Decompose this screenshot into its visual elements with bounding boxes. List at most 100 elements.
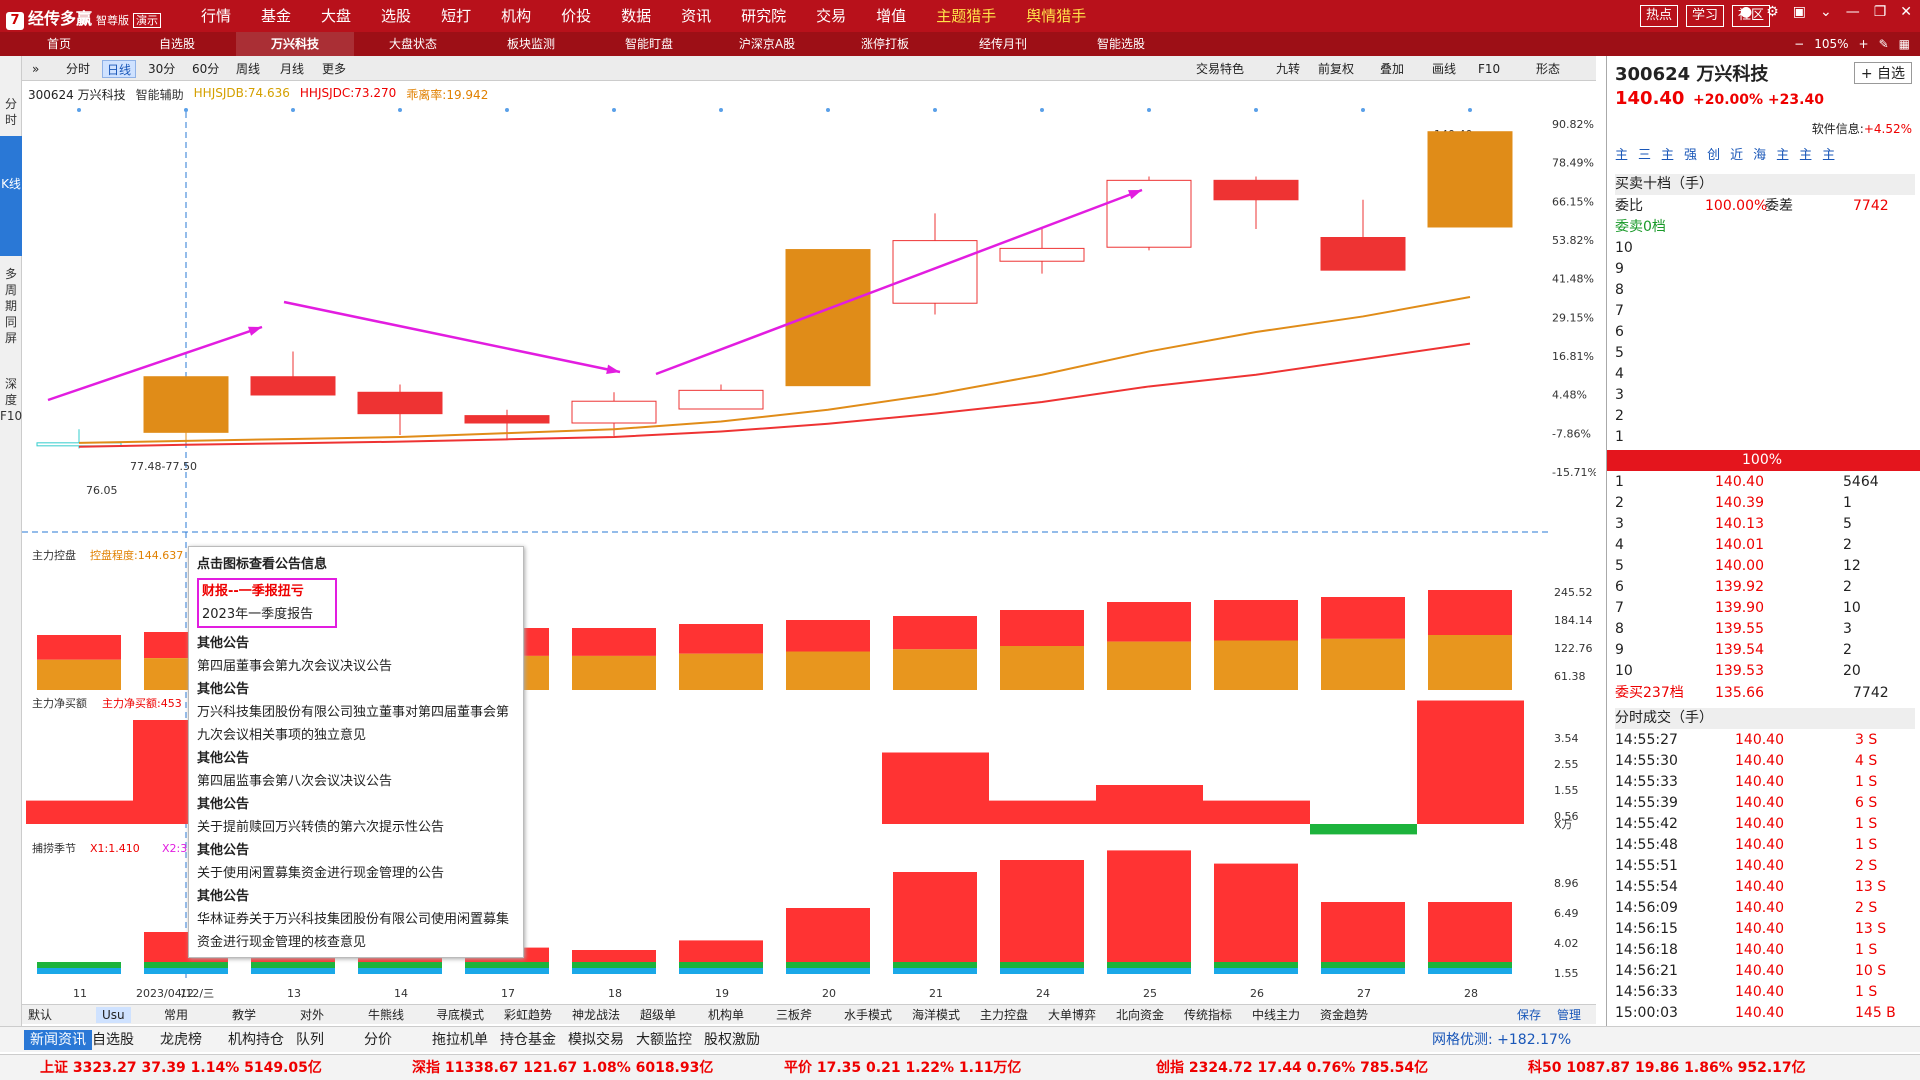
- hot-button[interactable]: 热点: [1639, 5, 1678, 27]
- menu-item[interactable]: 主题猎手: [936, 7, 997, 25]
- period-more[interactable]: 更多: [322, 62, 347, 76]
- expand-icon[interactable]: »: [32, 62, 40, 76]
- menu-item[interactable]: 资讯: [681, 7, 712, 25]
- news-tab[interactable]: 持仓基金: [500, 1032, 556, 1048]
- menu-item[interactable]: 选股: [381, 7, 412, 25]
- add-watch-button[interactable]: + 自选: [1853, 62, 1912, 84]
- indicator-action[interactable]: 管理: [1557, 1008, 1582, 1022]
- indicator-tab[interactable]: 传统指标: [1184, 1008, 1233, 1022]
- candle-body[interactable]: [357, 391, 443, 415]
- mini-tab[interactable]: 三: [1638, 148, 1652, 163]
- menu-item[interactable]: 舆情猎手: [1026, 7, 1087, 25]
- indicator-tab[interactable]: 大单博弈: [1048, 1008, 1097, 1022]
- news-tab[interactable]: 机构持仓: [228, 1032, 284, 1048]
- indicator-tab[interactable]: 中线主力: [1252, 1008, 1301, 1022]
- community-button[interactable]: 社区: [1731, 5, 1770, 27]
- indicator-tab[interactable]: 北向资金: [1116, 1008, 1165, 1022]
- mini-tab[interactable]: 主: [1822, 148, 1836, 163]
- menu-item[interactable]: 数据: [621, 7, 652, 25]
- tooltip-item[interactable]: 其他公告 华林证券关于万兴科技集团股份有限公司使用闲置募集资金进行现金管理的核查意…: [197, 889, 510, 950]
- menu-item[interactable]: 研究院: [741, 7, 787, 25]
- tooltip-item[interactable]: 其他公告 第四届董事会第九次会议决议公告: [197, 636, 393, 674]
- candle-body[interactable]: [464, 415, 550, 424]
- mini-tab[interactable]: 主: [1799, 148, 1813, 163]
- news-tab[interactable]: 股权激励: [704, 1032, 760, 1048]
- nav-kline[interactable]: K线: [0, 136, 22, 256]
- tooltip-item[interactable]: 其他公告 关于提前赎回万兴转债的第六次提示性公告: [197, 797, 445, 835]
- menu-item[interactable]: 增值: [876, 7, 907, 25]
- menu-item[interactable]: 机构: [501, 7, 532, 25]
- indicator-tab[interactable]: 教学: [232, 1008, 257, 1022]
- candle-body[interactable]: [1106, 179, 1192, 248]
- indicator-tab[interactable]: 寻底模式: [436, 1008, 485, 1022]
- indicator-tab[interactable]: 对外: [300, 1008, 325, 1022]
- menu-item[interactable]: 短打: [441, 7, 472, 25]
- gear-icon[interactable]: ⚙: [1766, 4, 1779, 20]
- tab-market-status[interactable]: 大盘状态: [388, 37, 437, 51]
- indicator-tab[interactable]: 默认: [28, 1008, 53, 1022]
- tool-f10[interactable]: F10: [1478, 62, 1501, 76]
- indicator-tab[interactable]: 三板斧: [776, 1008, 813, 1022]
- candle-body[interactable]: [892, 240, 978, 304]
- indicator-tab[interactable]: 神龙战法: [572, 1008, 621, 1022]
- tile-icon[interactable]: ▦: [1898, 37, 1910, 51]
- index-item[interactable]: 科50 1087.87 19.86 1.86% 952.17亿: [1528, 1060, 1806, 1076]
- period-60m[interactable]: 60分: [192, 62, 220, 76]
- assist-toggle[interactable]: 智能辅助: [135, 88, 184, 102]
- tool-pattern[interactable]: 形态: [1536, 62, 1561, 76]
- news-tab[interactable]: 队列: [296, 1032, 324, 1048]
- mini-tab[interactable]: 主: [1615, 148, 1629, 163]
- candle-body[interactable]: [1427, 131, 1513, 228]
- news-tab[interactable]: 大额监控: [636, 1032, 692, 1048]
- indicator-tab[interactable]: 海洋模式: [912, 1008, 961, 1022]
- menu-item[interactable]: 价投: [561, 7, 592, 25]
- tool-overlay[interactable]: 叠加: [1380, 62, 1405, 76]
- zoom-in-icon[interactable]: +: [1858, 37, 1869, 51]
- tooltip-item[interactable]: 其他公告 第四届监事会第八次会议决议公告: [197, 751, 393, 789]
- candle-body[interactable]: [999, 247, 1085, 262]
- app-logo[interactable]: 7 经传多赢 智尊版 演示: [6, 5, 162, 30]
- index-item[interactable]: 深指 11338.67 121.67 1.08% 6018.93亿: [412, 1060, 714, 1076]
- mini-tab[interactable]: 海: [1753, 148, 1767, 163]
- indicator-tab[interactable]: Usu: [96, 1007, 131, 1023]
- tab-stock[interactable]: 万兴科技: [236, 32, 354, 56]
- menu-item[interactable]: 行情: [201, 7, 232, 25]
- indicator-tab[interactable]: 机构单: [708, 1008, 745, 1022]
- period-intraday[interactable]: 分时: [66, 62, 91, 76]
- minimize-icon[interactable]: —: [1845, 4, 1860, 20]
- menu-item[interactable]: 基金: [261, 7, 292, 25]
- index-item[interactable]: 平价 17.35 0.21 1.22% 1.11万亿: [784, 1060, 1022, 1076]
- indicator-tab[interactable]: 超级单: [640, 1008, 677, 1022]
- candle-body[interactable]: [571, 400, 657, 424]
- learn-button[interactable]: 学习: [1685, 5, 1724, 27]
- candle-body[interactable]: [143, 376, 229, 433]
- candle-body[interactable]: [250, 376, 336, 396]
- tool-trade-feature[interactable]: 交易特色: [1196, 62, 1245, 76]
- tab-smart-select[interactable]: 智能选股: [1096, 37, 1145, 51]
- menu-item[interactable]: 交易: [816, 7, 847, 25]
- tab-watchlist[interactable]: 自选股: [158, 37, 195, 51]
- candle-body[interactable]: [1213, 179, 1299, 201]
- candle-body[interactable]: [678, 389, 764, 410]
- index-item[interactable]: 上证 3323.27 37.39 1.14% 5149.05亿: [40, 1060, 322, 1076]
- index-item[interactable]: 创指 2324.72 17.44 0.76% 785.54亿: [1156, 1060, 1429, 1076]
- tab-a-shares[interactable]: 沪深京A股: [738, 37, 796, 51]
- tab-sector-monitor[interactable]: 板块监测: [506, 37, 555, 51]
- candle-body[interactable]: [785, 249, 871, 387]
- period-daily[interactable]: 日线: [102, 60, 137, 78]
- chevron-down-icon[interactable]: ⌄: [1819, 4, 1832, 20]
- mini-tab[interactable]: 主: [1776, 148, 1790, 163]
- tab-home[interactable]: 首页: [46, 37, 71, 51]
- tooltip-highlight[interactable]: 财报--一季报扭亏 2023年一季度报告: [197, 578, 337, 628]
- indicator-tab[interactable]: 彩虹趋势: [504, 1008, 553, 1022]
- zoom-out-icon[interactable]: −: [1794, 37, 1805, 51]
- indicator-action[interactable]: 保存: [1517, 1008, 1542, 1022]
- indicator-tab[interactable]: 常用: [164, 1008, 189, 1022]
- nav-intraday[interactable]: 分时: [4, 97, 17, 127]
- edit-icon[interactable]: ✎: [1878, 37, 1889, 51]
- indicator-tab[interactable]: 水手模式: [844, 1008, 893, 1022]
- layout-icon[interactable]: ▣: [1792, 4, 1806, 20]
- nav-f10[interactable]: 深度F10: [0, 377, 23, 423]
- close-icon[interactable]: ✕: [1900, 4, 1912, 20]
- news-tab[interactable]: 自选股: [92, 1032, 134, 1048]
